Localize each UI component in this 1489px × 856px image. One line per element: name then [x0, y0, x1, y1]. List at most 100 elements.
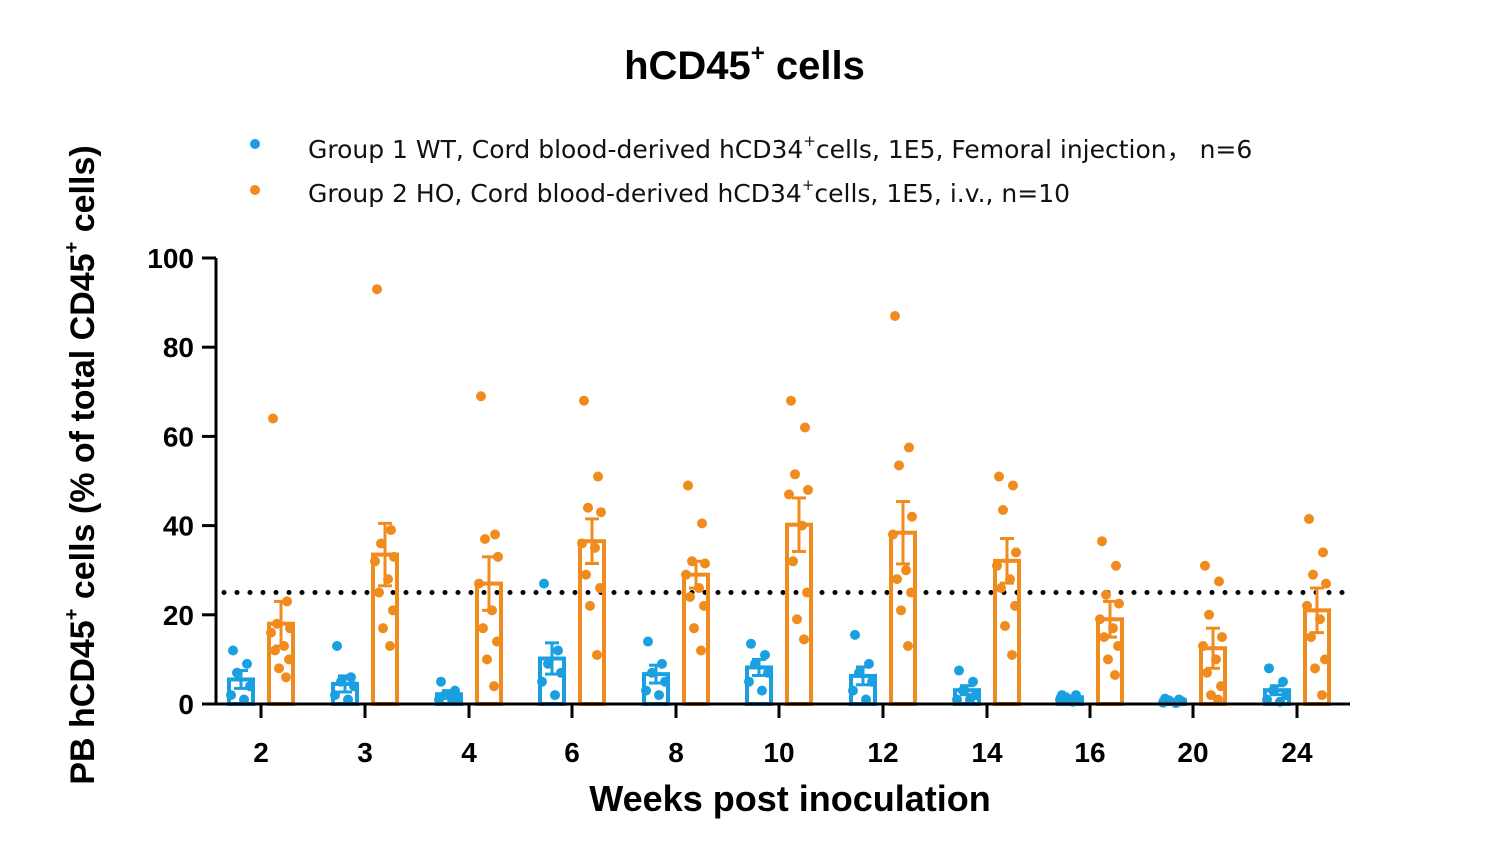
- point-2-8-7: [699, 600, 709, 611]
- point-2-12-3: [907, 511, 917, 522]
- point-1-6-5: [550, 690, 560, 701]
- point-2-6-5: [590, 542, 600, 553]
- point-2-10-7: [802, 587, 812, 598]
- point-1-8-3: [660, 676, 670, 687]
- point-1-6-4: [537, 676, 547, 687]
- point-2-14-5: [1005, 574, 1015, 585]
- point-2-14-1: [1008, 480, 1018, 491]
- point-2-4-8: [482, 654, 492, 665]
- point-1-14-0: [954, 665, 964, 676]
- point-1-10-1: [760, 649, 770, 660]
- legend-marker-group2: [250, 185, 260, 195]
- point-2-16-1: [1111, 560, 1121, 571]
- point-2-16-4: [1095, 614, 1105, 625]
- point-1-14-5: [965, 694, 975, 705]
- point-2-3-3: [389, 551, 399, 562]
- point-2-2-0: [268, 413, 278, 424]
- point-2-10-3: [803, 484, 813, 495]
- point-2-20-7: [1216, 681, 1226, 692]
- point-1-2-0: [228, 645, 238, 656]
- point-1-6-3: [556, 667, 566, 678]
- point-2-12-1: [904, 442, 914, 453]
- point-1-3-1: [346, 672, 356, 683]
- point-2-16-2: [1101, 589, 1111, 600]
- point-2-10-1: [800, 422, 810, 433]
- point-2-8-2: [687, 556, 697, 567]
- point-1-2-4: [226, 690, 236, 701]
- point-2-10-6: [788, 556, 798, 567]
- point-1-8-0: [643, 636, 653, 647]
- point-2-8-5: [694, 583, 704, 594]
- x-tick-label-8: 8: [668, 737, 684, 768]
- point-2-16-3: [1114, 598, 1124, 609]
- point-2-4-4: [474, 578, 484, 589]
- point-2-24-8: [1310, 663, 1320, 674]
- point-2-6-9: [592, 649, 602, 660]
- y-tick-label-40: 40: [163, 511, 194, 542]
- point-2-24-1: [1318, 547, 1328, 558]
- point-2-6-8: [585, 600, 595, 611]
- point-2-14-6: [996, 583, 1006, 594]
- point-2-2-5: [279, 641, 289, 652]
- point-2-8-4: [681, 569, 691, 580]
- point-2-2-3: [285, 623, 295, 634]
- point-2-14-7: [1010, 600, 1020, 611]
- point-1-12-4: [848, 685, 858, 696]
- point-2-12-5: [901, 565, 911, 576]
- point-2-16-9: [1110, 670, 1120, 681]
- point-2-12-4: [888, 529, 898, 540]
- x-tick-label-2: 2: [253, 737, 269, 768]
- point-1-12-2: [854, 667, 864, 678]
- chart-title: hCD45+ cells: [624, 40, 865, 88]
- point-2-4-2: [480, 533, 490, 544]
- point-2-20-6: [1202, 667, 1212, 678]
- point-2-8-1: [697, 518, 707, 529]
- point-1-24-1: [1278, 676, 1288, 687]
- point-2-20-9: [1213, 694, 1223, 705]
- point-1-14-1: [968, 676, 978, 687]
- point-2-4-1: [490, 529, 500, 540]
- point-2-2-7: [284, 654, 294, 665]
- point-1-3-5: [343, 694, 353, 705]
- point-1-3-0: [332, 641, 342, 652]
- point-1-4-4: [434, 694, 444, 705]
- point-2-24-3: [1321, 578, 1331, 589]
- legend-label-group1: Group 1 WT, Cord blood-derived hCD34+cel…: [308, 132, 1253, 164]
- point-2-10-2: [790, 469, 800, 480]
- point-2-12-2: [894, 460, 904, 471]
- point-2-16-6: [1099, 632, 1109, 643]
- x-tick-label-3: 3: [357, 737, 373, 768]
- point-2-2-2: [272, 618, 282, 629]
- x-tick-label-12: 12: [867, 737, 898, 768]
- point-2-2-8: [274, 663, 284, 674]
- point-1-8-1: [657, 658, 667, 669]
- point-2-14-2: [998, 504, 1008, 515]
- x-tick-label-14: 14: [971, 737, 1003, 768]
- point-2-4-3: [493, 551, 503, 562]
- point-2-12-7: [906, 587, 916, 598]
- point-1-10-2: [750, 658, 760, 669]
- point-1-3-3: [349, 681, 359, 692]
- point-1-24-3: [1281, 690, 1291, 701]
- point-1-10-3: [763, 667, 773, 678]
- y-tick-label-20: 20: [163, 600, 194, 631]
- point-1-10-4: [744, 676, 754, 687]
- x-tick-label-10: 10: [763, 737, 794, 768]
- point-1-3-2: [336, 676, 346, 687]
- point-2-20-2: [1204, 609, 1214, 620]
- point-2-20-1: [1214, 576, 1224, 587]
- point-2-20-5: [1211, 654, 1221, 665]
- point-2-12-8: [896, 605, 906, 616]
- point-2-10-4: [784, 489, 794, 500]
- legend-label-group2: Group 2 HO, Cord blood-derived hCD34+cel…: [308, 176, 1071, 208]
- point-1-2-2: [232, 667, 242, 678]
- point-2-3-8: [378, 623, 388, 634]
- point-1-6-0: [539, 578, 549, 589]
- point-1-2-3: [245, 681, 255, 692]
- point-2-14-4: [992, 560, 1002, 571]
- x-tick-label-24: 24: [1281, 737, 1313, 768]
- point-1-10-5: [757, 685, 767, 696]
- point-2-12-0: [890, 310, 900, 321]
- point-1-4-0: [436, 676, 446, 687]
- point-2-6-7: [595, 583, 605, 594]
